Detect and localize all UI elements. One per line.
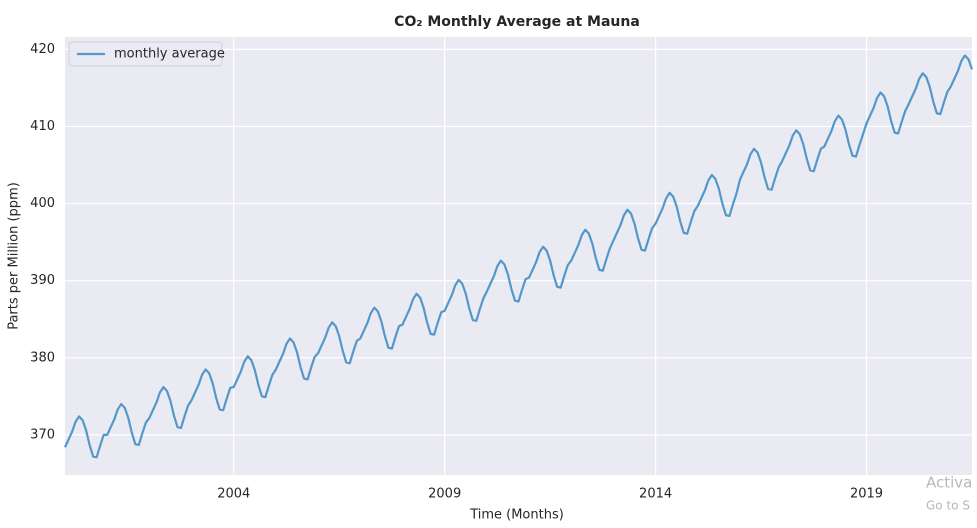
y-tick-label: 370 [30, 427, 55, 442]
y-tick-label: 380 [30, 350, 55, 365]
watermark: Activa [926, 474, 972, 492]
legend-box [68, 41, 223, 67]
x-tick-label: 2014 [639, 487, 672, 502]
x-tick-label: 2019 [850, 487, 883, 502]
watermark: Go to S [926, 499, 970, 513]
y-axis-label: Parts per Million (ppm) [7, 182, 22, 330]
y-tick-label: 410 [30, 119, 55, 134]
x-axis-label: Time (Months) [469, 508, 564, 523]
plot-area [65, 37, 972, 475]
y-tick-label: 420 [30, 42, 55, 57]
chart-title: CO₂ Monthly Average at Mauna [394, 14, 640, 30]
data-line [63, 54, 974, 459]
y-tick-label: 400 [30, 196, 55, 211]
legend-label: monthly average [114, 47, 225, 62]
y-tick-label: 390 [30, 273, 55, 288]
x-tick-label: 2004 [217, 487, 250, 502]
x-tick-label: 2009 [428, 487, 461, 502]
